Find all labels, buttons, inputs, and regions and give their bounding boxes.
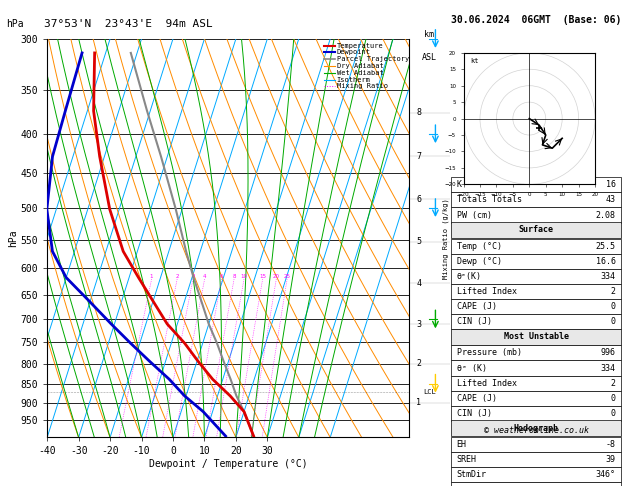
Text: Temp (°C): Temp (°C) <box>457 242 502 251</box>
Text: LCL: LCL <box>423 389 436 396</box>
Bar <box>452 420 621 436</box>
Text: 996: 996 <box>601 348 616 357</box>
Text: Wet Adiabat: Wet Adiabat <box>337 69 383 76</box>
Bar <box>452 437 621 452</box>
Text: © weatheronline.co.uk: © weatheronline.co.uk <box>484 426 589 435</box>
Bar <box>452 361 621 376</box>
Bar <box>452 284 621 299</box>
Text: 2: 2 <box>611 287 616 296</box>
X-axis label: Dewpoint / Temperature (°C): Dewpoint / Temperature (°C) <box>148 459 308 469</box>
Text: 2: 2 <box>416 359 421 368</box>
Text: 43: 43 <box>606 195 616 205</box>
Text: Surface: Surface <box>519 226 554 234</box>
Text: 25: 25 <box>284 274 291 279</box>
Text: SREH: SREH <box>457 455 477 464</box>
Text: 20: 20 <box>273 274 280 279</box>
Text: θᵉ(K): θᵉ(K) <box>457 272 482 281</box>
Text: Isotherm: Isotherm <box>337 76 370 83</box>
Text: km: km <box>425 30 434 39</box>
Text: 4: 4 <box>203 274 206 279</box>
Bar <box>452 254 621 269</box>
Text: 334: 334 <box>601 364 616 373</box>
Text: θᵉ (K): θᵉ (K) <box>457 364 487 373</box>
Text: Dry Adiabat: Dry Adiabat <box>337 63 383 69</box>
Text: kt: kt <box>470 58 479 64</box>
Text: EH: EH <box>457 440 467 449</box>
Bar <box>452 314 621 330</box>
Text: 39: 39 <box>606 455 616 464</box>
Text: Parcel Trajectory: Parcel Trajectory <box>337 56 409 62</box>
Text: CAPE (J): CAPE (J) <box>457 394 497 403</box>
Bar <box>452 391 621 406</box>
Text: Pressure (mb): Pressure (mb) <box>457 348 521 357</box>
Text: 0: 0 <box>611 409 616 418</box>
Text: ASL: ASL <box>422 53 437 62</box>
Text: 2: 2 <box>611 379 616 388</box>
Text: 15: 15 <box>259 274 266 279</box>
Bar <box>452 406 621 421</box>
Text: 3: 3 <box>416 319 421 329</box>
Bar <box>452 299 621 314</box>
Text: 8: 8 <box>416 108 421 117</box>
Text: 2.08: 2.08 <box>596 210 616 220</box>
Text: CIN (J): CIN (J) <box>457 317 492 326</box>
Text: 3: 3 <box>191 274 195 279</box>
Text: hPa: hPa <box>6 19 24 30</box>
Text: 37°53'N  23°43'E  94m ASL: 37°53'N 23°43'E 94m ASL <box>44 19 213 30</box>
Text: 6: 6 <box>220 274 223 279</box>
Text: 8: 8 <box>232 274 236 279</box>
Text: Lifted Index: Lifted Index <box>457 287 516 296</box>
Bar <box>452 329 621 345</box>
Text: Dewpoint: Dewpoint <box>337 49 370 55</box>
Text: 5: 5 <box>416 238 421 246</box>
Text: 334: 334 <box>601 272 616 281</box>
Text: 346°: 346° <box>596 470 616 479</box>
Bar <box>452 177 621 192</box>
Text: K: K <box>457 180 462 189</box>
Text: Totals Totals: Totals Totals <box>457 195 521 205</box>
Bar <box>452 452 621 468</box>
Text: 25.5: 25.5 <box>596 242 616 251</box>
Bar <box>452 468 621 483</box>
Text: Lifted Index: Lifted Index <box>457 379 516 388</box>
Text: Most Unstable: Most Unstable <box>504 332 569 341</box>
Bar <box>452 192 621 208</box>
Bar <box>452 483 621 486</box>
Bar <box>452 222 621 238</box>
Text: 10: 10 <box>240 274 247 279</box>
Text: Dewp (°C): Dewp (°C) <box>457 257 502 266</box>
Text: -8: -8 <box>606 440 616 449</box>
Text: 0: 0 <box>611 302 616 311</box>
Text: 2: 2 <box>175 274 179 279</box>
Text: CAPE (J): CAPE (J) <box>457 302 497 311</box>
Text: 16: 16 <box>606 180 616 189</box>
Text: 7: 7 <box>416 152 421 161</box>
Text: 6: 6 <box>416 195 421 204</box>
Text: PW (cm): PW (cm) <box>457 210 492 220</box>
Text: Hodograph: Hodograph <box>514 424 559 433</box>
Text: Mixing Ratio (g/kg): Mixing Ratio (g/kg) <box>442 198 449 278</box>
Bar <box>452 208 621 223</box>
Text: Temperature: Temperature <box>337 42 383 49</box>
Text: StmDir: StmDir <box>457 470 487 479</box>
Text: 30.06.2024  06GMT  (Base: 06): 30.06.2024 06GMT (Base: 06) <box>451 15 621 25</box>
Bar <box>452 376 621 391</box>
Text: CIN (J): CIN (J) <box>457 409 492 418</box>
Bar <box>452 269 621 284</box>
Text: 1: 1 <box>150 274 153 279</box>
Bar <box>452 239 621 254</box>
Text: 4: 4 <box>416 279 421 288</box>
Text: 0: 0 <box>611 394 616 403</box>
Text: Mixing Ratio: Mixing Ratio <box>337 83 387 89</box>
Text: 1: 1 <box>416 398 421 407</box>
Y-axis label: hPa: hPa <box>8 229 18 247</box>
Text: 16.6: 16.6 <box>596 257 616 266</box>
Bar <box>452 346 621 361</box>
Text: 0: 0 <box>611 317 616 326</box>
